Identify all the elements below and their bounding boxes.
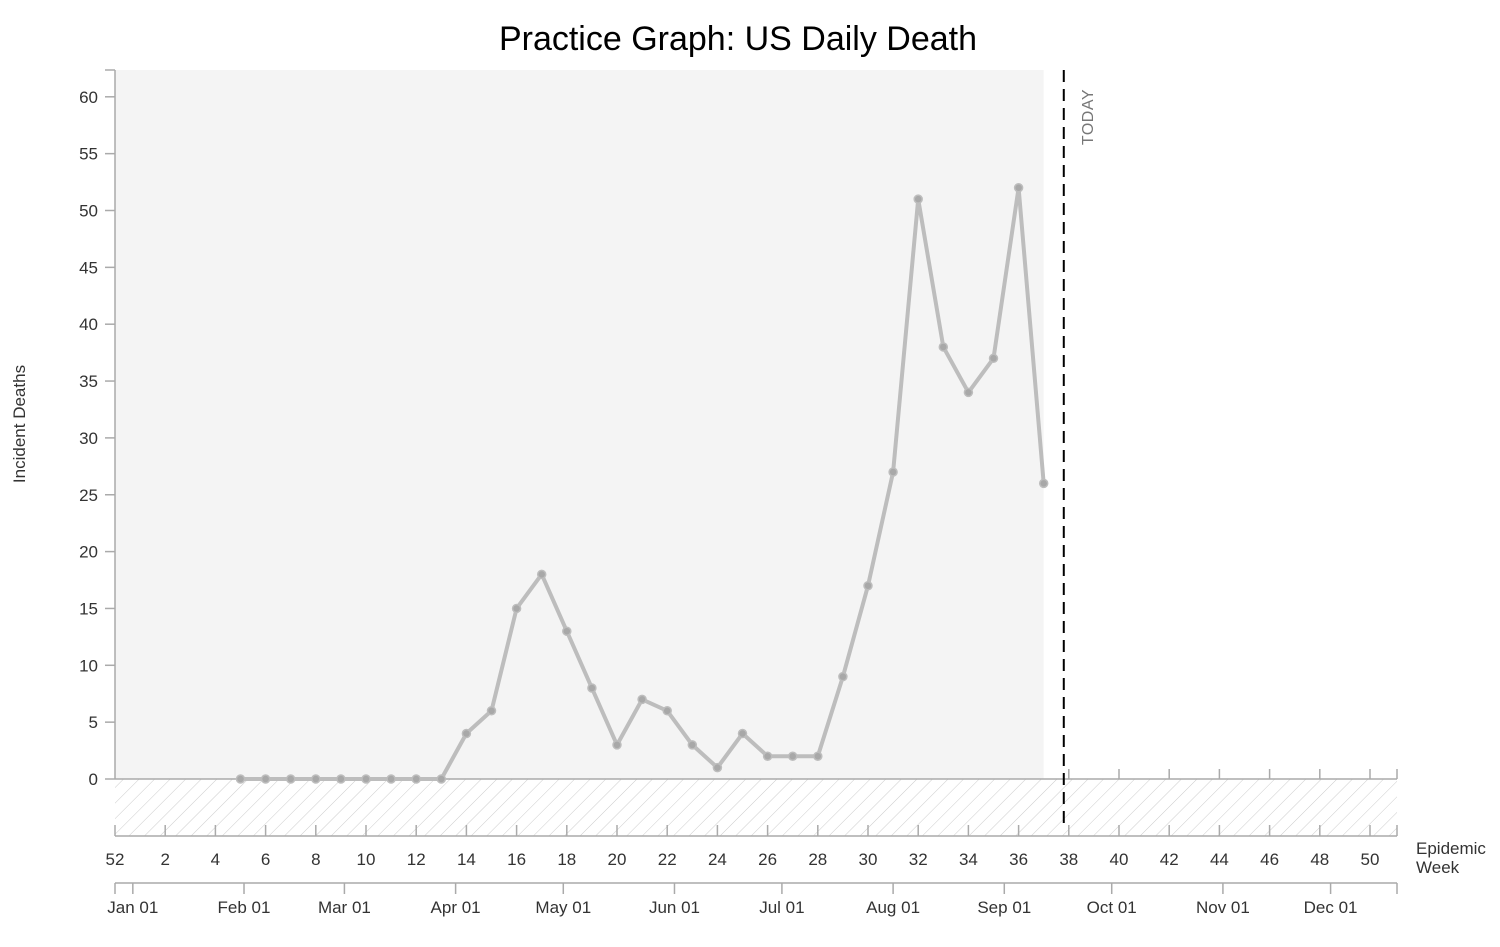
epiweek-tick-label: 20 xyxy=(608,850,627,869)
month-tick-label: Nov 01 xyxy=(1196,898,1250,917)
epiweek-tick-label: 46 xyxy=(1260,850,1279,869)
data-point xyxy=(587,683,597,693)
epiweek-tick-label: 4 xyxy=(211,850,220,869)
y-tick-label: 0 xyxy=(89,770,98,789)
data-point xyxy=(336,774,346,784)
month-tick-label: Sep 01 xyxy=(977,898,1031,917)
month-tick-label: Jul 01 xyxy=(759,898,804,917)
data-point xyxy=(361,774,371,784)
data-point xyxy=(838,671,848,682)
epiweek-tick-label: 48 xyxy=(1310,850,1329,869)
month-tick-label: Jan 01 xyxy=(107,898,158,917)
y-tick-label: 20 xyxy=(79,543,98,562)
epiweek-tick-label: 12 xyxy=(407,850,426,869)
epiweek-tick-label: 6 xyxy=(261,850,270,869)
x-axis-label: Epidemic Week xyxy=(1416,839,1491,877)
data-point xyxy=(486,706,497,716)
data-point xyxy=(1038,478,1049,489)
y-tick-label: 45 xyxy=(79,258,98,277)
y-tick-label: 10 xyxy=(79,656,98,675)
epiweek-tick-label: 2 xyxy=(160,850,169,869)
data-point xyxy=(913,194,923,204)
series-group xyxy=(235,183,1049,784)
data-point xyxy=(260,774,271,784)
data-point xyxy=(662,706,672,716)
y-tick-label: 30 xyxy=(79,429,98,448)
data-point xyxy=(687,740,698,750)
data-point xyxy=(436,774,447,784)
month-tick-label: Aug 01 xyxy=(866,898,920,917)
data-point xyxy=(235,774,246,784)
y-tick-label: 15 xyxy=(79,599,98,618)
x-axis-label-line-2: Week xyxy=(1416,858,1460,877)
data-point xyxy=(963,387,974,398)
x-axis-label-line-1: Epidemic xyxy=(1416,839,1486,858)
epiweek-axis: 52 2 4 6 8 10 12 14 16 18 20 22 24 26 28 30 32 34 36 38 40 42… xyxy=(106,825,1398,869)
data-point xyxy=(712,762,723,773)
data-point xyxy=(787,751,798,762)
data-point xyxy=(737,728,748,739)
epiweek-tick-label: 40 xyxy=(1110,850,1129,869)
today-label: TODAY xyxy=(1080,89,1097,145)
month-tick-label: Oct 01 xyxy=(1087,898,1137,917)
month-tick-label: May 01 xyxy=(535,898,591,917)
history-background xyxy=(115,70,1044,779)
epiweek-tick-label: 36 xyxy=(1009,850,1028,869)
epiweek-tick-label: 30 xyxy=(859,850,878,869)
y-tick-label: 5 xyxy=(89,713,98,732)
chart-title: Practice Graph: US Daily Death xyxy=(499,20,977,58)
data-point xyxy=(938,342,949,352)
data-point xyxy=(1013,183,1024,193)
data-point xyxy=(562,626,572,636)
data-point xyxy=(536,569,547,580)
epiweek-tick-label: 38 xyxy=(1059,850,1078,869)
month-tick-label: Mar 01 xyxy=(318,898,371,917)
epiweek-tick-label: 14 xyxy=(457,850,476,869)
month-tick-label: Jun 01 xyxy=(649,898,700,917)
month-axis: Jan 01 Feb 01 Mar 01 Apr 01 May 01 Jun 01 Jul … xyxy=(107,882,1398,917)
month-tick-label: Feb 01 xyxy=(218,898,271,917)
data-point xyxy=(863,580,873,591)
data-point xyxy=(988,353,999,364)
data-point xyxy=(511,603,522,614)
epiweek-tick-label: 22 xyxy=(658,850,677,869)
y-axis-label: Incident Deaths xyxy=(10,365,29,483)
below-zero-hatched-area xyxy=(115,779,1397,836)
data-point xyxy=(813,751,823,762)
data-point xyxy=(762,751,773,762)
data-point xyxy=(612,740,622,750)
month-tick-label: Dec 01 xyxy=(1304,898,1358,917)
epiweek-tick-label: 34 xyxy=(959,850,978,869)
y-tick-label: 50 xyxy=(79,202,98,221)
epiweek-tick-label: 24 xyxy=(708,850,727,869)
data-point xyxy=(411,774,421,784)
epiweek-tick-label: 52 xyxy=(106,850,125,869)
y-tick-label: 25 xyxy=(79,486,98,505)
y-tick-label: 40 xyxy=(79,315,98,334)
epiweek-tick-label: 8 xyxy=(311,850,320,869)
y-axis: 0 5 10 15 20 25 30 35 40 45 50 55 60 xyxy=(79,69,116,789)
y-tick-label: 55 xyxy=(79,145,98,164)
data-point xyxy=(888,467,898,477)
epiweek-tick-label: 42 xyxy=(1160,850,1179,869)
epiweek-tick-label: 50 xyxy=(1361,850,1380,869)
data-point xyxy=(461,728,472,739)
data-point xyxy=(637,694,647,705)
month-tick-label: Apr 01 xyxy=(431,898,481,917)
y-tick-label: 35 xyxy=(79,372,98,391)
y-tick-label: 60 xyxy=(79,88,98,107)
data-point xyxy=(311,774,321,784)
epiweek-tick-label: 16 xyxy=(507,850,526,869)
epiweek-tick-label: 18 xyxy=(557,850,576,869)
epiweek-tick-label: 10 xyxy=(357,850,376,869)
data-point xyxy=(285,774,296,784)
future-zero-ticks xyxy=(1068,769,1398,779)
epiweek-tick-label: 26 xyxy=(758,850,777,869)
epiweek-tick-label: 32 xyxy=(909,850,928,869)
epiweek-tick-label: 28 xyxy=(808,850,827,869)
epiweek-tick-label: 44 xyxy=(1210,850,1229,869)
data-point xyxy=(386,774,396,784)
